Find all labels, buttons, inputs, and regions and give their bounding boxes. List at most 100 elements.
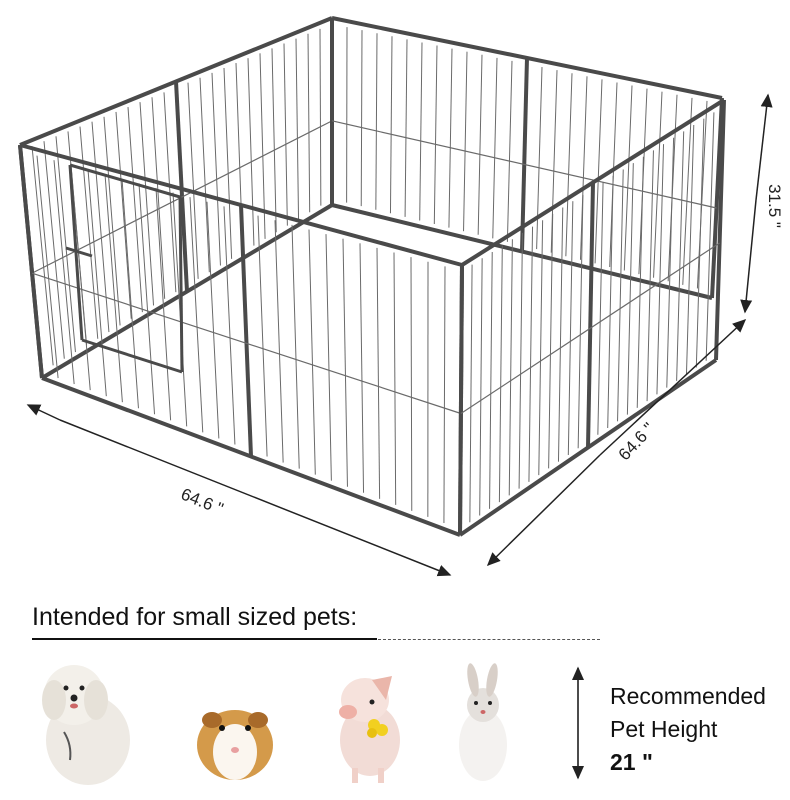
front-left-wall-bar — [325, 234, 332, 481]
front-left-wall-bar — [359, 243, 365, 493]
front-left-wall-bar — [36, 155, 59, 379]
pet-height-label: Pet Height — [610, 716, 718, 742]
front-left-wall-bar — [121, 178, 139, 409]
back-right-wall-bar — [653, 91, 663, 278]
guinea-pig-image — [197, 710, 273, 780]
front-right-wall-bar — [548, 213, 554, 469]
door-top — [69, 163, 181, 199]
front-right-wall-bar — [676, 131, 685, 381]
back-left-wall-bar — [283, 43, 288, 226]
front-right-wall-bar — [666, 137, 675, 388]
pet-height-value: 21 " — [610, 749, 653, 775]
back-left-wall-bar — [271, 48, 277, 233]
rabbit-image — [459, 663, 507, 781]
length-arrow — [26, 404, 61, 421]
back-left-wall-bar — [187, 82, 199, 279]
front-left-wall-bar — [274, 220, 284, 463]
front-right-wall-bar — [617, 169, 624, 422]
dog-image — [42, 665, 130, 785]
back-left-wall-bar — [31, 146, 54, 366]
back-right-wall-post — [520, 57, 529, 252]
back-left-wall-bar — [55, 136, 76, 353]
front-right-wall-bar — [557, 207, 564, 462]
back-right-wall-bar — [389, 36, 393, 214]
back-left-wall-bar — [127, 107, 143, 313]
front-right-wall-bar — [646, 150, 654, 402]
front-right-wall-bottom-rail — [458, 358, 718, 537]
front-left-wall-bar — [104, 174, 123, 403]
back-left-wall-post — [174, 81, 189, 292]
front-right-wall-bar — [498, 245, 503, 503]
front-left-wall-bar — [138, 183, 156, 415]
heading-underline — [32, 638, 377, 640]
front-left-wall-bar — [376, 247, 381, 499]
front-right-wall-bar — [607, 175, 614, 429]
front-left-wall-bar — [443, 266, 446, 523]
back-right-wall-post — [710, 97, 724, 299]
back-left-wall-bar — [163, 92, 177, 293]
heading-dashed-line — [378, 639, 600, 640]
playpen-illustration — [18, 16, 726, 537]
front-left-wall-top-rail — [19, 143, 463, 267]
front-right-wall-post — [714, 99, 726, 361]
back-left-wall-bar — [115, 111, 132, 319]
front-left-wall-bar — [70, 164, 91, 391]
front-left-wall-bar — [87, 169, 107, 397]
front-right-wall-post — [586, 182, 595, 448]
pig-image — [339, 676, 400, 783]
front-right-wall-top-rail — [460, 98, 726, 267]
front-right-wall-bar — [518, 232, 523, 489]
back-left-wall-bar — [139, 102, 155, 306]
back-left-wall-bar — [103, 116, 121, 326]
back-right-wall-bar — [360, 30, 363, 207]
front-right-wall-bar — [685, 125, 695, 375]
pet-size-heading: Intended for small sized pets: — [32, 603, 358, 631]
front-right-wall-bar — [705, 112, 715, 361]
front-left-wall-bar — [53, 160, 75, 385]
front-right-wall-bar — [656, 144, 665, 395]
front-right-wall-bar — [695, 118, 705, 368]
back-right-wall-bar — [375, 33, 378, 210]
back-right-wall-bar — [419, 42, 423, 221]
back-right-wall-bar — [623, 85, 633, 271]
front-right-wall-bar — [567, 201, 574, 455]
back-right-wall-bar — [463, 51, 468, 232]
front-left-wall-bottom-rail — [41, 376, 461, 537]
back-right-wall-bar — [404, 39, 408, 217]
back-right-wall-bar — [448, 48, 453, 228]
back-right-wall-bar — [477, 54, 483, 235]
back-right-wall-bar — [594, 79, 603, 264]
back-left-wall-mid-wire — [31, 120, 333, 274]
front-right-wall-mid-wire — [460, 242, 720, 415]
front-right-wall-bar — [597, 182, 604, 435]
back-left-wall-bar — [295, 38, 300, 219]
back-left-wall-bar — [151, 97, 166, 299]
back-left-wall-bar — [247, 58, 255, 246]
front-left-wall-bar — [257, 215, 268, 457]
front-right-wall-bar — [626, 163, 634, 415]
front-left-wall-post — [239, 204, 253, 457]
front-left-wall-bar — [206, 201, 220, 439]
back-left-wall-bar — [211, 72, 221, 266]
back-left-wall-top-rail — [19, 16, 333, 147]
back-left-wall-bar — [223, 67, 233, 259]
back-right-wall-bar — [609, 82, 618, 267]
front-right-wall-bar — [636, 156, 644, 408]
recommended-height: Recommended Pet Height 21 " — [610, 680, 766, 779]
back-right-wall-top-rail — [331, 16, 723, 100]
front-right-wall-bar — [469, 264, 473, 523]
back-right-wall-bar — [579, 76, 588, 260]
front-left-wall-bar — [410, 257, 413, 511]
front-left-wall-bar — [393, 252, 397, 505]
front-right-wall-bar — [538, 220, 544, 476]
back-right-wall-bar — [506, 60, 513, 242]
back-left-wall-bar — [319, 28, 322, 206]
front-right-wall-post — [458, 264, 464, 536]
back-left-wall-bottom-rail — [40, 203, 334, 380]
front-left-wall-bar — [155, 187, 172, 421]
front-right-wall-bar — [489, 251, 493, 509]
front-left-wall-mid-wire — [31, 272, 462, 415]
front-right-wall-bar — [508, 239, 513, 496]
front-left-wall-bar — [223, 206, 236, 445]
front-left-wall-bar — [308, 229, 316, 475]
